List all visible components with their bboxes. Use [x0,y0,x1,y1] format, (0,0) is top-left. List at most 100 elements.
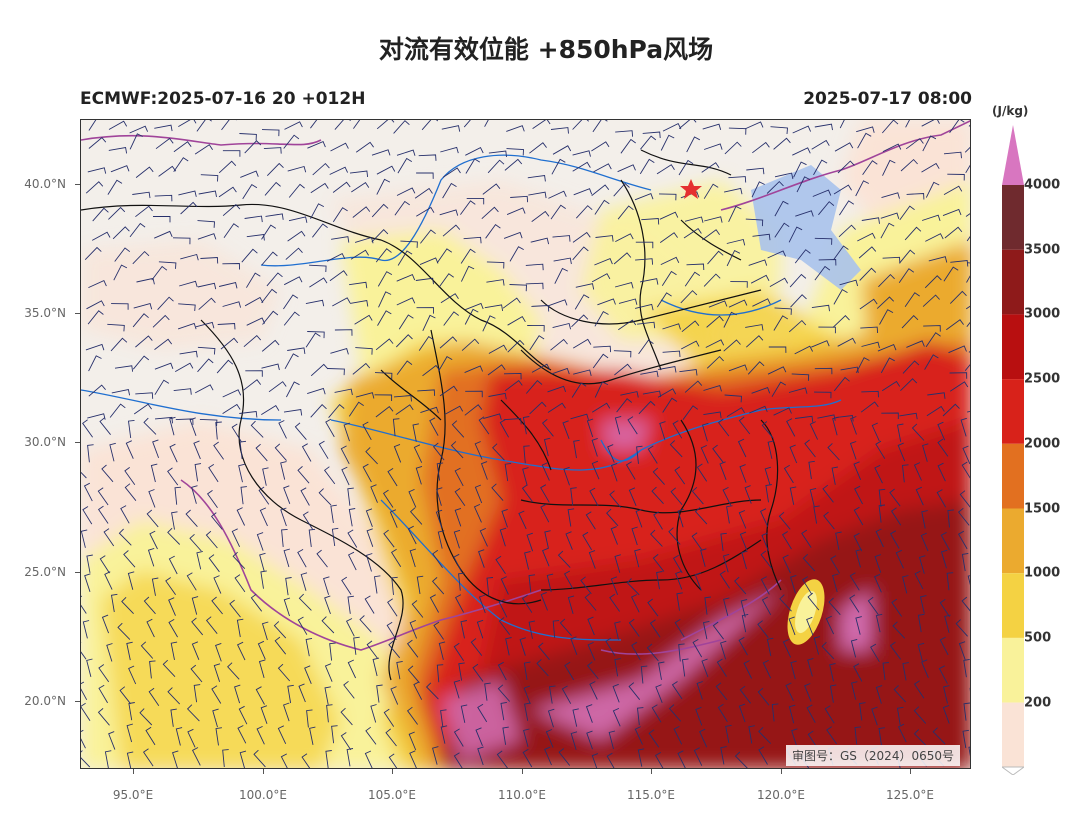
wind-barb [647,598,659,617]
wind-barb [734,751,748,768]
wind-barb [258,659,266,679]
wind-barb [126,723,134,743]
wind-barb [881,120,899,134]
wind-barb [913,680,925,699]
wind-barb [647,445,658,464]
wind-barb [439,385,458,397]
wind-barb [350,299,369,307]
wind-barb [854,485,863,505]
wind-barb [412,423,419,442]
wind-barb [681,658,689,677]
wind-barb [526,532,534,552]
wind-barb [453,642,464,662]
wind-barb [575,283,595,290]
wind-barb [255,443,268,462]
wind-barb [298,683,306,703]
wind-barb [222,150,241,157]
wind-barb [329,270,348,282]
wind-barb [473,503,482,523]
wind-barb [193,684,201,703]
wind-barb [328,403,345,418]
wind-barb [86,300,105,310]
wind-barb [310,203,325,220]
wind-barb [222,263,240,270]
wind-barb [804,683,812,702]
wind-barb [720,532,727,551]
wind-barb [639,158,655,175]
wind-barb [283,548,291,568]
wind-barb [274,443,287,461]
wind-barb [200,257,219,264]
wind-barb [491,483,504,501]
wind-barb [960,417,967,437]
wind-barb [591,753,599,768]
wind-barb [853,532,863,552]
wind-barb [132,313,149,328]
wind-barb [300,572,308,591]
wind-barb [659,421,666,440]
wind-barb [497,661,507,681]
wind-barb [547,402,566,413]
wind-barb [791,728,798,748]
wind-barb [300,487,310,506]
wind-barb [794,345,813,355]
wind-barb [103,528,115,547]
wind-barb [132,191,151,199]
wind-barb [548,190,567,199]
wind-barb [855,548,862,568]
wind-barb [277,725,287,744]
wind-barb [413,681,423,700]
wind-barb [206,490,218,508]
wind-barb [506,148,524,156]
wind-barb [614,554,621,573]
wind-barb [921,510,928,529]
wind-barb [610,462,618,482]
wind-barb [442,182,457,199]
wind-barb [801,529,812,548]
wind-barb [171,511,178,530]
wind-barb [745,324,764,331]
wind-barb [661,270,677,287]
wind-barb [238,463,245,483]
wind-barb [170,641,178,660]
wind-barb [541,462,550,481]
wind-barb [740,599,748,618]
wind-barb [88,136,107,149]
wind-barb [660,134,675,151]
wind-barb [950,260,969,267]
wind-barb [631,641,641,661]
wind-barb [308,528,316,547]
wind-barb [905,138,924,150]
wind-barb [961,596,970,612]
wind-barb [129,125,149,134]
wind-barb [84,573,91,592]
wind-barb [453,728,464,747]
wind-barb [861,341,880,349]
wind-barb [341,466,350,486]
wind-barb [170,708,177,727]
wind-barb [678,643,685,662]
wind-barb [723,311,737,328]
wind-barb [340,707,353,726]
wind-barb [186,704,200,722]
wind-barb [938,665,948,684]
wind-barb [900,378,918,392]
wind-barb [147,547,155,567]
wind-barb [919,595,927,614]
wind-barb [613,252,632,265]
wind-barb [488,150,507,158]
wind-barb [679,368,698,376]
wind-barb [567,508,575,527]
wind-barb [832,573,839,593]
wind-barb [280,753,288,768]
wind-barb [169,416,176,436]
wind-barb [522,416,530,435]
wind-barb [694,572,702,591]
map-panel: 审图号：GS（2024）0650号 [80,119,971,769]
wind-barb [148,687,160,706]
wind-barb [343,680,355,699]
wind-barb [724,394,742,403]
wind-barb [637,321,656,329]
wind-barb [312,223,328,238]
wind-barb [222,749,229,768]
